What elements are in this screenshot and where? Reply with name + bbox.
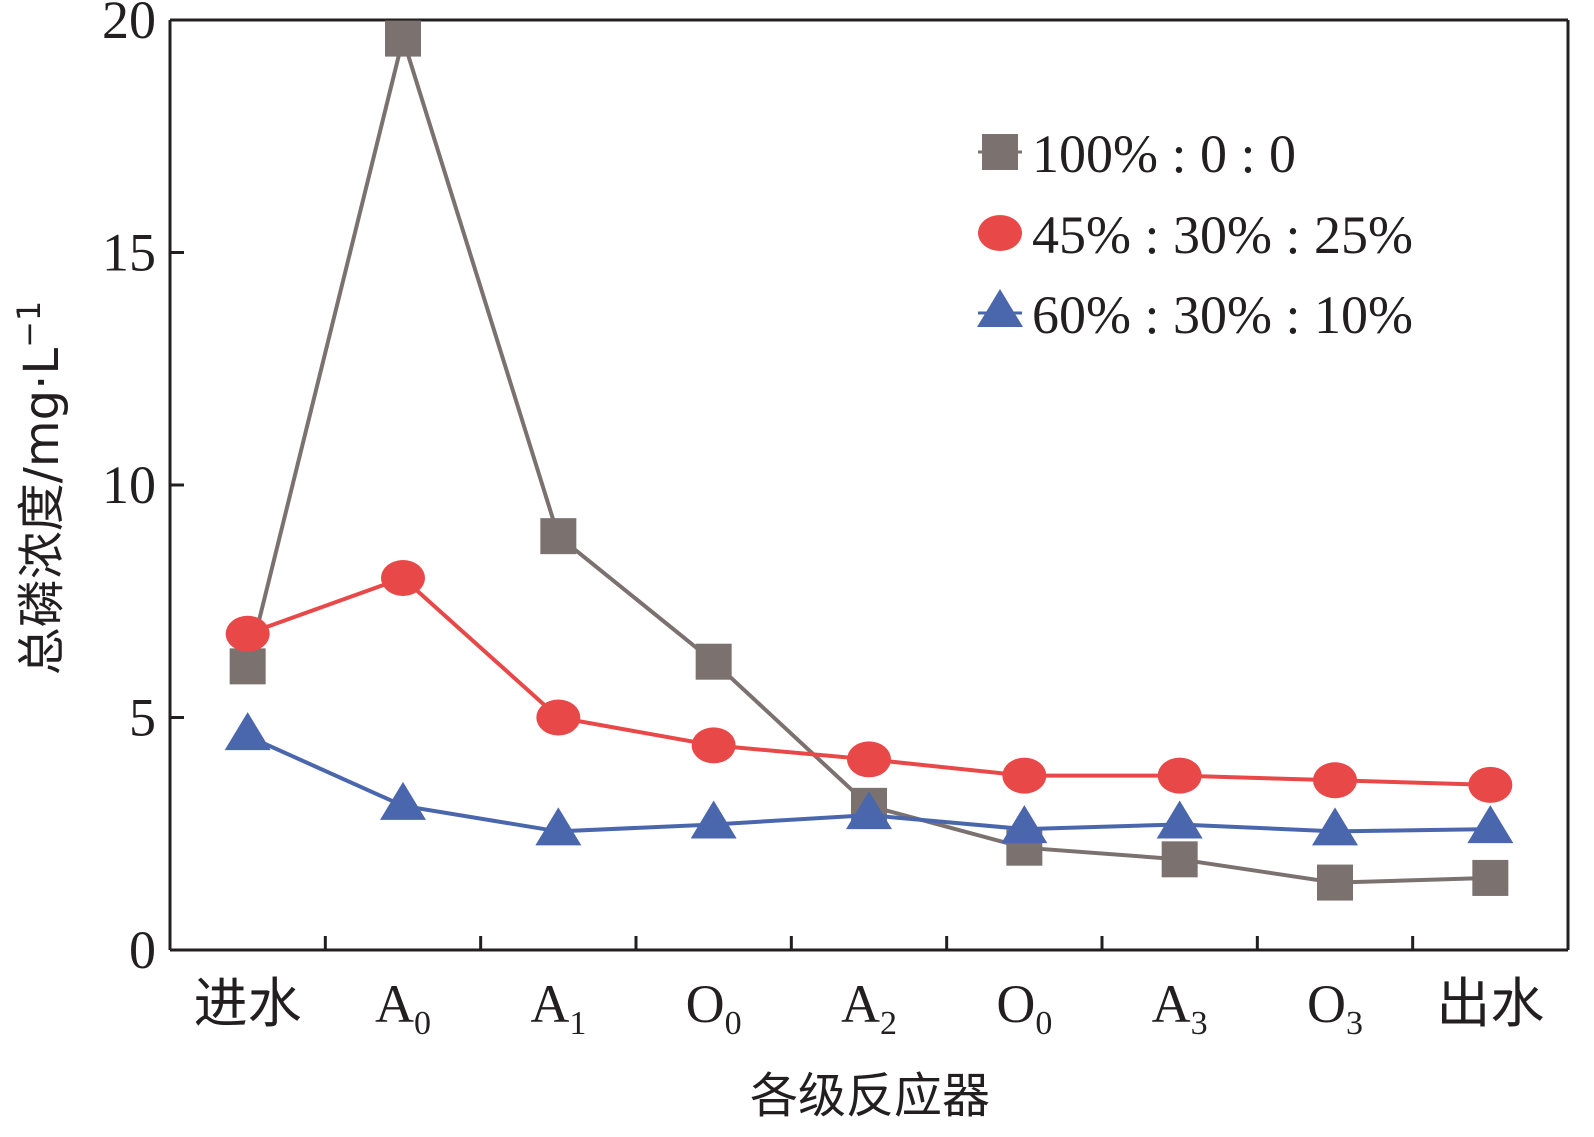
data-point: [224, 712, 271, 751]
data-point: [1157, 757, 1202, 794]
y-tick-label: 15: [102, 223, 156, 283]
x-tick-label: O0: [686, 974, 742, 1042]
legend-marker: [977, 289, 1023, 327]
series-3: [224, 712, 1514, 846]
series-2: [225, 560, 1513, 803]
data-point: [381, 560, 425, 596]
x-tick-label: A3: [1152, 974, 1208, 1042]
data-point: [1161, 841, 1198, 878]
y-axis-title: 总磷浓度/mg·L−1: [10, 301, 70, 676]
x-tick-label: A2: [841, 974, 897, 1042]
legend-label: 60% : 30% : 10%: [1032, 285, 1413, 345]
data-point: [690, 800, 737, 839]
legend-label: 45% : 30% : 25%: [1032, 205, 1413, 265]
legend: 100% : 0 : 0 45% : 30% : 25% 60% : 30% : 1…: [977, 124, 1413, 345]
legend-item-1: 100% : 0 : 0: [978, 124, 1296, 184]
data-point: [535, 807, 582, 846]
x-axis-ticks: 进水 A0 A1 O0 A2 O0 A3 O3 出水: [194, 936, 1544, 1042]
data-point: [1156, 800, 1203, 839]
data-point: [846, 791, 892, 830]
legend-marker: [978, 215, 1022, 251]
data-point: [536, 699, 581, 736]
x-tick-label: 出水: [1436, 974, 1544, 1034]
x-tick-label: 进水: [194, 974, 302, 1034]
legend-item-3: 60% : 30% : 10%: [977, 285, 1413, 345]
data-point: [695, 643, 732, 680]
y-tick-label: 20: [102, 0, 156, 50]
y-axis-title-main: 总磷浓度/mg·L: [14, 348, 70, 676]
y-tick-label: 10: [102, 455, 156, 515]
legend-item-2: 45% : 30% : 25%: [978, 205, 1413, 265]
data-point: [1002, 757, 1047, 794]
y-tick-label: 0: [129, 920, 156, 980]
series-layer: [224, 20, 1514, 901]
data-point: [1312, 807, 1358, 846]
legend-marker: [982, 134, 1018, 170]
data-point: [847, 741, 891, 778]
y-axis-ticks: 0 5 10 15 20: [102, 0, 184, 980]
x-tick-label: O0: [996, 974, 1052, 1042]
data-point: [1313, 762, 1357, 799]
data-point: [1472, 859, 1509, 896]
x-tick-label: O3: [1307, 974, 1363, 1042]
legend-label: 100% : 0 : 0: [1032, 124, 1296, 184]
data-point: [1468, 766, 1513, 803]
data-point: [1317, 864, 1353, 901]
data-point: [1467, 805, 1514, 844]
y-axis-title-superscript: −1: [10, 301, 48, 348]
y-tick-label: 5: [129, 688, 156, 748]
data-point: [691, 727, 736, 764]
x-axis-title: 各级反应器: [750, 1068, 990, 1124]
data-point: [540, 518, 577, 555]
data-point: [229, 648, 266, 685]
data-point: [385, 20, 421, 57]
data-point: [225, 615, 270, 652]
data-point: [1001, 805, 1048, 844]
x-tick-label: A1: [530, 974, 586, 1042]
x-tick-label: A0: [375, 974, 431, 1042]
data-point: [380, 781, 426, 820]
